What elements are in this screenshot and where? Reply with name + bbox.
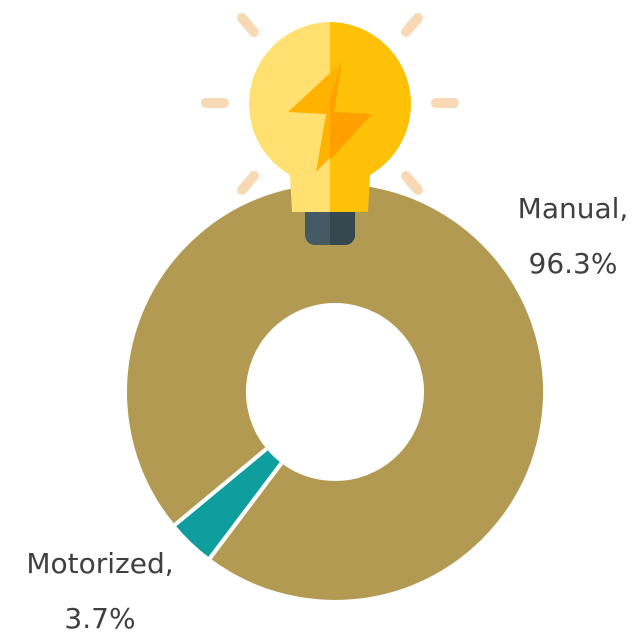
value-label: 3.7% [64,602,135,633]
donut-segment [170,444,286,563]
donut-segment [123,180,547,604]
lightbulb-icon [201,13,459,245]
category-label: Motorized, [26,547,173,580]
category-label: Manual, [518,192,629,225]
value-label: 96.3% [529,247,618,280]
donut [123,180,547,604]
